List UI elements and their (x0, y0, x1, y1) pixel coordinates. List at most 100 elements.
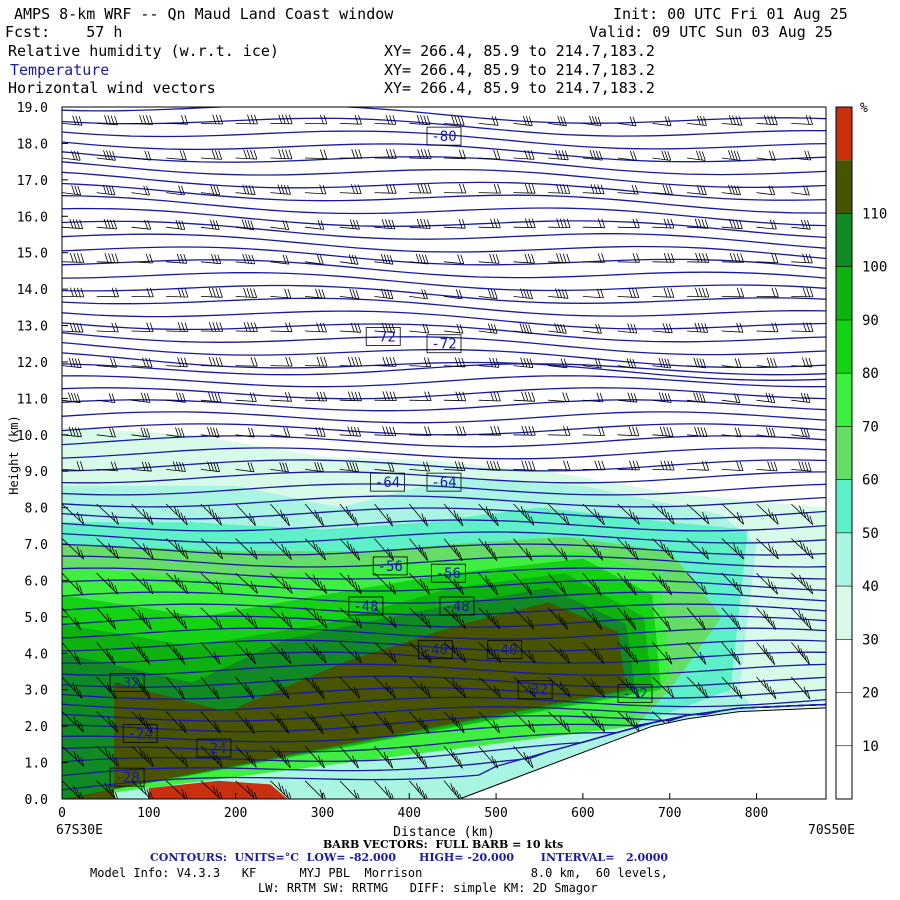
wind-barb (304, 745, 325, 769)
wind-barb (791, 461, 812, 472)
y-tick-label: 17.0 (17, 174, 48, 189)
colorbar-tick-label: 60 (862, 473, 879, 489)
wind-barb (756, 392, 776, 403)
wind-barb (270, 572, 293, 594)
x-tick-label: 100 (137, 806, 160, 821)
wind-barb (548, 426, 571, 436)
wind-barb (304, 572, 328, 594)
wind-barb (548, 253, 571, 264)
x-tick-label: 200 (224, 806, 247, 821)
wind-barb (721, 184, 741, 196)
colorbar-tick-label: 90 (862, 313, 879, 329)
wind-barb (513, 425, 536, 436)
wind-barb (62, 115, 83, 126)
colorbar-swatch (836, 266, 852, 320)
wind-barb (652, 426, 674, 437)
wind-barb (165, 538, 189, 560)
wind-barb (166, 322, 189, 332)
temperature-contour (62, 151, 826, 176)
wind-barb (756, 357, 777, 368)
contour-label-box (109, 673, 145, 692)
wind-barb (478, 357, 500, 368)
contour-label: -48 (353, 599, 378, 615)
wind-barb (443, 572, 465, 596)
field-label-temperature: Temperature (10, 61, 110, 79)
wind-barb (409, 461, 430, 472)
wind-barb (96, 642, 116, 665)
y-tick-label: 2.0 (25, 720, 48, 735)
wind-barb (374, 253, 394, 265)
wind-barb (721, 218, 743, 230)
wind-barb (582, 358, 602, 369)
wind-barb (513, 115, 533, 127)
wind-barb (721, 572, 743, 595)
temperature-contour (62, 117, 826, 137)
wind-barb (791, 503, 814, 525)
wind-barb (374, 114, 397, 125)
wind-barb (165, 711, 187, 734)
wind-barb (305, 254, 324, 265)
colorbar-tick-label: 50 (862, 526, 879, 542)
temperature-contour (62, 675, 826, 688)
wind-barb (478, 745, 499, 769)
wind-barb (478, 288, 498, 300)
temperature-contour (62, 696, 826, 711)
colorbar-unit: % (860, 101, 868, 116)
wind-barb (686, 607, 706, 631)
wind-barb (235, 572, 258, 594)
wind-barb (721, 393, 741, 404)
temperature-contour (62, 284, 826, 304)
wind-barb (305, 149, 328, 159)
wind-barb (652, 116, 672, 127)
wind-barb (374, 218, 396, 230)
wind-barb (374, 183, 397, 194)
wind-barb (165, 607, 188, 630)
wind-barb (131, 219, 152, 230)
model-physics: LW: RRTM SW: RRTMG DIFF: simple KM: 2D S… (258, 881, 598, 895)
wind-barb (339, 356, 363, 367)
plot-title: AMPS 8-km WRF -- Qn Maud Land Coast wind… (14, 5, 394, 23)
x-tick-label: 0 (58, 806, 66, 821)
wind-barb (131, 427, 151, 438)
wind-barb (131, 780, 154, 799)
contour-label: -40 (423, 643, 448, 659)
contour-label: -72 (431, 337, 456, 353)
temperature-contour (62, 519, 826, 532)
wind-barb (235, 745, 257, 768)
wind-barb (721, 358, 742, 369)
wind-barb (200, 538, 224, 560)
wind-barb (513, 288, 533, 299)
wind-barb (62, 357, 82, 369)
wind-barb (305, 426, 326, 437)
wind-barb (200, 642, 221, 665)
y-tick-label: 8.0 (25, 502, 48, 517)
wind-barb (270, 642, 292, 664)
wind-barb (478, 642, 501, 663)
wind-barb (513, 745, 534, 769)
contour-label-box (426, 126, 462, 146)
wind-barb (756, 219, 777, 230)
wind-barb (166, 253, 188, 264)
temperature-contour (62, 567, 826, 580)
wind-barb (443, 780, 462, 799)
wind-barb (270, 503, 290, 527)
wind-barb (513, 503, 535, 526)
wind-barb (270, 607, 293, 629)
wind-barb (235, 322, 258, 332)
wind-barb (96, 322, 119, 333)
wind-barb (617, 218, 640, 229)
wind-barb (582, 426, 605, 436)
contour-label: -28 (114, 770, 139, 786)
temperature-contour (62, 259, 826, 279)
wind-barb (374, 607, 397, 629)
contour-label: -40 (492, 643, 517, 659)
wind-barb (305, 114, 328, 125)
wind-barb (756, 642, 776, 665)
wind-barb (756, 607, 777, 630)
temperature-contour (62, 471, 826, 484)
wind-barb (96, 503, 119, 525)
contour-labels: -80 -72 -72 -64 -64 -56 -56 -48 -48 -40 -40 -32 -32 -… (109, 126, 653, 787)
wind-barb (374, 322, 396, 333)
wind-barb (652, 676, 675, 699)
y-tick-label: 1.0 (25, 757, 48, 772)
